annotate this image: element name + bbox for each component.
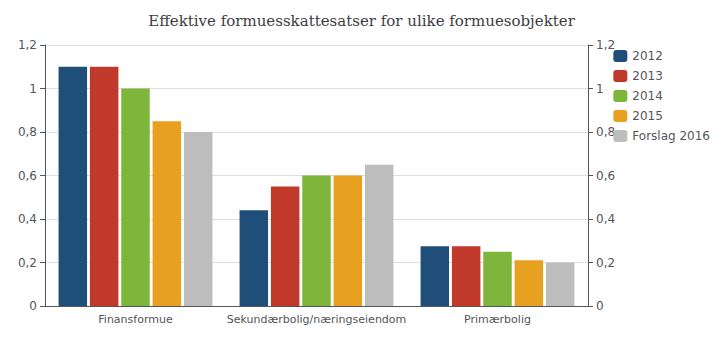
svg-text:0: 0 (596, 299, 604, 313)
svg-text:Primærbolig: Primærbolig (464, 313, 531, 326)
svg-text:1,2: 1,2 (18, 38, 37, 52)
svg-text:0,4: 0,4 (596, 212, 615, 226)
svg-text:Effektive formuesskattesatser: Effektive formuesskattesatser for ulike … (148, 12, 575, 30)
svg-text:1: 1 (596, 82, 604, 96)
svg-text:0,8: 0,8 (596, 125, 615, 139)
svg-text:0,2: 0,2 (596, 256, 615, 270)
svg-text:1,2: 1,2 (596, 38, 615, 52)
svg-text:0,8: 0,8 (18, 125, 37, 139)
svg-text:Sekundærbolig/næringseiendom: Sekundærbolig/næringseiendom (227, 313, 407, 326)
svg-text:Forslag 2016: Forslag 2016 (632, 129, 710, 143)
svg-text:1: 1 (29, 82, 37, 96)
svg-text:2015: 2015 (632, 109, 663, 123)
svg-text:0: 0 (29, 299, 37, 313)
svg-text:Finansformue: Finansformue (98, 313, 173, 326)
svg-text:2012: 2012 (632, 49, 663, 63)
svg-text:0,6: 0,6 (596, 169, 615, 183)
svg-text:2014: 2014 (632, 89, 663, 103)
svg-text:0,4: 0,4 (18, 212, 37, 226)
svg-text:2013: 2013 (632, 69, 663, 83)
svg-text:0,6: 0,6 (18, 169, 37, 183)
svg-text:0,2: 0,2 (18, 256, 37, 270)
